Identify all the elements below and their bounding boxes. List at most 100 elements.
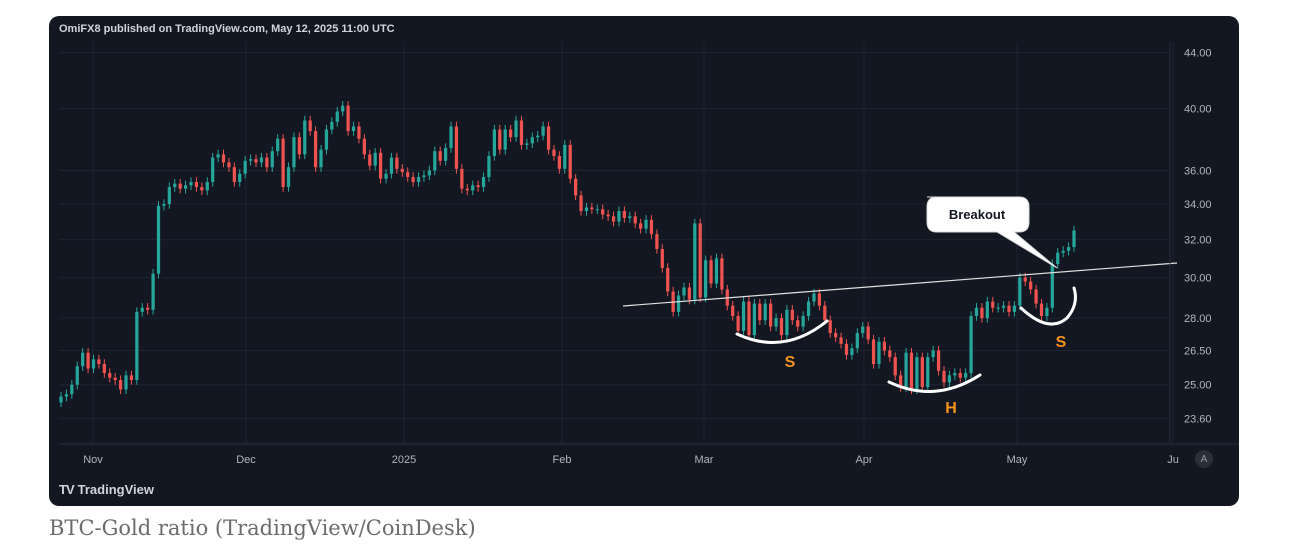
candle [433,151,437,171]
candle [801,316,805,327]
tradingview-logo-icon: TV [59,482,75,497]
candle [964,373,968,378]
x-tick-label: May [1007,454,1028,466]
left-shoulder-arc [735,319,829,344]
candle [888,350,892,358]
candle [1066,247,1071,251]
candle [351,126,356,132]
candle [481,177,486,188]
candle [893,357,897,376]
auto-scale-button[interactable]: A [1195,450,1213,468]
candle [259,157,264,163]
candle [276,138,280,152]
candle [926,357,930,388]
candle [189,182,193,186]
candle [915,357,919,390]
breakout-label: Breakout [949,207,1006,222]
candle [156,205,161,274]
published-info: OmiFX8 published on TradingView.com, May… [59,23,395,35]
candle [552,149,556,156]
candle [693,223,697,300]
candle [611,216,616,222]
candle [639,223,643,229]
y-tick-label: 40.00 [1184,104,1212,116]
candle [525,143,529,145]
candle [443,148,448,161]
candle [389,157,394,174]
breakout-callout [926,196,1058,269]
candle [752,303,757,336]
candle [617,211,621,222]
head-arc [887,373,982,393]
candle [75,366,79,385]
candle [270,151,274,168]
candle [953,373,957,376]
y-tick-label: 26.50 [1184,345,1212,357]
candle [238,173,242,183]
y-tick-label: 30.00 [1184,273,1212,285]
chart-card: S H S Breakout 44.00 40.00 36.00 34.00 32.00 30.… [49,16,1239,506]
candle [167,187,171,205]
candle [373,152,377,166]
candle [243,160,247,174]
candle [406,172,410,178]
candle [947,375,952,383]
candle [1007,305,1011,312]
candle [384,173,388,179]
candle [595,209,599,211]
candle [118,380,123,390]
candle [563,144,567,169]
candle [514,120,518,138]
candle [1001,305,1006,308]
x-tick-label: 2025 [392,454,416,466]
x-tick-label: Dec [236,454,256,466]
candle [861,326,865,334]
candle [313,131,318,168]
y-tick-label: 36.00 [1184,165,1212,177]
grid-layer [59,42,1174,444]
candle [779,318,784,336]
chart-canvas[interactable]: S H S Breakout 44.00 40.00 36.00 34.00 32.00 30.… [49,16,1239,506]
candle [146,307,150,310]
candle [422,175,426,178]
candle [676,295,681,312]
candle [346,105,350,132]
candle [774,318,778,327]
candle [81,352,85,367]
candle [666,267,670,292]
candle [1029,281,1033,290]
candle [108,373,112,378]
candle [644,219,648,229]
neckline [622,262,1178,307]
candle [958,373,962,378]
candle [557,155,561,169]
y-tick-label: 34.00 [1184,199,1212,211]
candle [991,301,995,308]
candle [969,316,973,374]
candle [936,350,941,371]
tradingview-brand[interactable]: TV TradingView [59,482,154,497]
y-tick-label: 25.00 [1184,380,1212,392]
candle [855,333,859,349]
candle [178,183,182,189]
candle [877,341,881,364]
candle [633,216,637,224]
candle [828,320,832,334]
candles-layer [59,100,1076,408]
candle [758,303,762,321]
candle [1050,264,1054,308]
candle [682,287,686,296]
candle [709,260,713,284]
candle [714,258,719,284]
candle [124,375,128,390]
candle [980,307,984,319]
y-tick-label: 32.00 [1184,235,1212,247]
candle [541,126,545,136]
candle [400,168,404,173]
candle [622,211,627,219]
axes-layer: 44.00 40.00 36.00 34.00 32.00 30.00 28.00 26.50… [59,42,1239,466]
brand-label: TradingView [77,482,154,497]
right-shoulder-label: S [1056,334,1067,351]
candle [601,209,605,215]
candle [882,341,887,351]
